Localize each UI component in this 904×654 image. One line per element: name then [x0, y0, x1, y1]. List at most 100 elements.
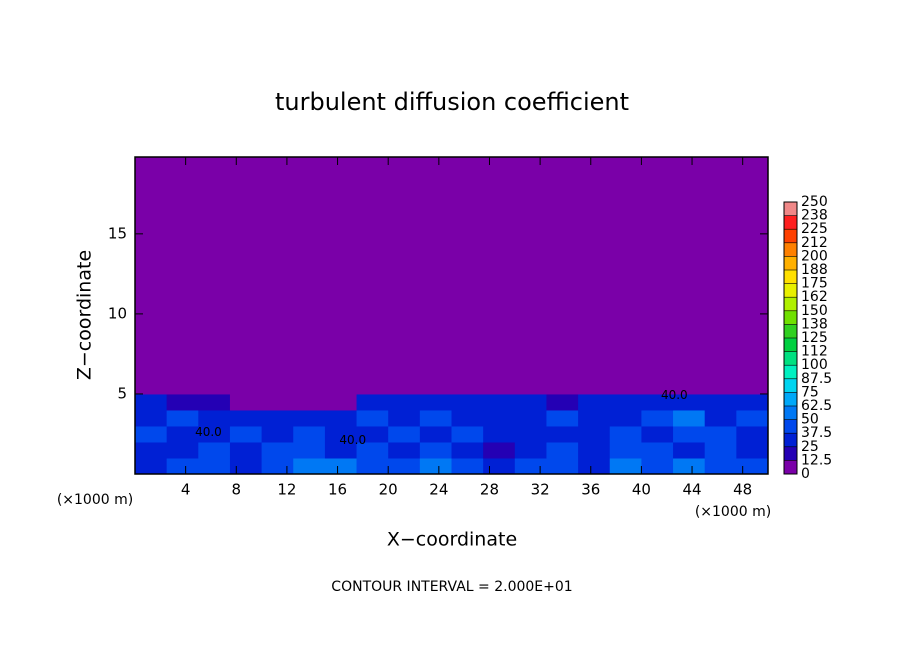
heatmap-cell: [704, 393, 737, 411]
heatmap-cell: [673, 441, 706, 459]
heatmap-cell: [388, 457, 421, 475]
heatmap-cell: [166, 409, 199, 427]
colorbar-label: 0: [801, 466, 810, 482]
colorbar-label: 238: [801, 208, 828, 224]
heatmap-cell: [736, 157, 769, 395]
heatmap-cell: [546, 393, 579, 411]
heatmap-cell: [609, 441, 642, 459]
colorbar-label: 62.5: [801, 398, 832, 414]
heatmap-cell: [198, 409, 231, 427]
contour-label: 40.0: [339, 433, 366, 447]
heatmap-cell: [356, 157, 389, 395]
colorbar-segment: [784, 460, 797, 474]
heatmap-cell: [641, 441, 674, 459]
heatmap-cell: [514, 457, 547, 475]
heatmap-cell: [609, 457, 642, 475]
x-tick-label: 16: [328, 481, 347, 499]
heatmap-cell: [578, 425, 611, 443]
colorbar-segment: [784, 324, 797, 338]
x-tick-label: 4: [181, 481, 191, 499]
colorbar-segment: [784, 215, 797, 230]
colorbar-label: 225: [801, 221, 828, 237]
y-tick-label: 15: [108, 224, 127, 242]
heatmap-cell: [388, 425, 421, 443]
colorbar-label: 25: [801, 439, 819, 455]
footnote: CONTOUR INTERVAL = 2.000E+01: [331, 579, 572, 595]
heatmap-cell: [451, 457, 484, 475]
colorbar-label: 200: [801, 248, 828, 264]
heatmap-cell: [451, 409, 484, 427]
heatmap-cell: [483, 441, 516, 459]
heatmap-cell: [609, 157, 642, 395]
colorbar-segment: [784, 270, 797, 284]
heatmap-cell: [229, 441, 263, 459]
heatmap-cell: [356, 425, 389, 443]
heatmap-cell: [293, 393, 326, 411]
heatmap-cell: [293, 157, 326, 395]
heatmap-cell: [704, 409, 737, 427]
heatmap-cell: [135, 157, 168, 395]
colorbar-segment: [784, 433, 797, 447]
heatmap-cell: [419, 393, 452, 411]
heatmap-cell: [451, 157, 484, 395]
heatmap-cell: [135, 409, 168, 427]
heatmap-cell: [261, 457, 294, 475]
heatmap-cell: [578, 393, 611, 411]
colorbar-label: 250: [801, 194, 828, 210]
heatmap-cell: [641, 425, 674, 443]
heatmap-cell: [324, 409, 358, 427]
heatmap-cell: [324, 157, 358, 395]
heatmap-cell: [483, 393, 516, 411]
heatmap-cell: [673, 457, 706, 475]
plot-frame: [134, 156, 769, 475]
colorbar-label: 87.5: [801, 371, 832, 387]
x-tick-label: 44: [682, 481, 701, 499]
heatmap-cell: [293, 457, 326, 475]
heatmap-cell: [514, 393, 547, 411]
colorbar-segment: [784, 202, 797, 216]
colorbar-segment: [784, 338, 797, 352]
heatmap-cell: [704, 157, 737, 395]
heatmap-cell: [229, 409, 263, 427]
heatmap-cell: [419, 409, 452, 427]
heatmap-cell: [736, 457, 769, 475]
heatmap-cell: [736, 393, 769, 411]
colorbar-segment: [784, 310, 797, 325]
heatmap-cell: [483, 425, 516, 443]
heatmap-cell: [641, 157, 674, 395]
heatmap-cell: [514, 441, 547, 459]
heatmap-cell: [451, 441, 484, 459]
heatmap-cell: [483, 409, 516, 427]
colorbar-label: 75: [801, 384, 819, 400]
heatmap-cell: [388, 409, 421, 427]
colorbar-label: 150: [801, 303, 828, 319]
heatmap-cell: [578, 441, 611, 459]
heatmap-cell: [736, 409, 769, 427]
heatmap-cell: [198, 393, 231, 411]
heatmap-cell: [673, 157, 706, 395]
heatmap-cell: [198, 441, 231, 459]
heatmap-cell: [673, 409, 706, 427]
heatmap-cell: [261, 157, 294, 395]
colorbar-segment: [784, 297, 797, 311]
heatmap-cell: [514, 157, 547, 395]
heatmap-cell: [546, 409, 579, 427]
heatmap-cell: [166, 157, 199, 395]
colorbar-segment: [784, 365, 797, 379]
x-tick-label: 48: [733, 481, 752, 499]
heatmap-cell: [356, 409, 389, 427]
heatmap-cell: [451, 425, 484, 443]
colorbar-label: 212: [801, 235, 828, 251]
heatmap-cell: [546, 425, 579, 443]
heatmap-cell: [166, 425, 199, 443]
heatmap-cell: [609, 409, 642, 427]
heatmap-cell: [388, 441, 421, 459]
heatmap-cell: [609, 393, 642, 411]
heatmap-cell: [166, 441, 199, 459]
colorbar-segment: [784, 256, 797, 270]
y-tick-label: 10: [108, 304, 127, 322]
heatmap-cell: [229, 457, 263, 475]
heatmap-cell: [324, 441, 358, 459]
colorbar-segment: [784, 406, 797, 420]
colorbar-segment: [784, 392, 797, 406]
